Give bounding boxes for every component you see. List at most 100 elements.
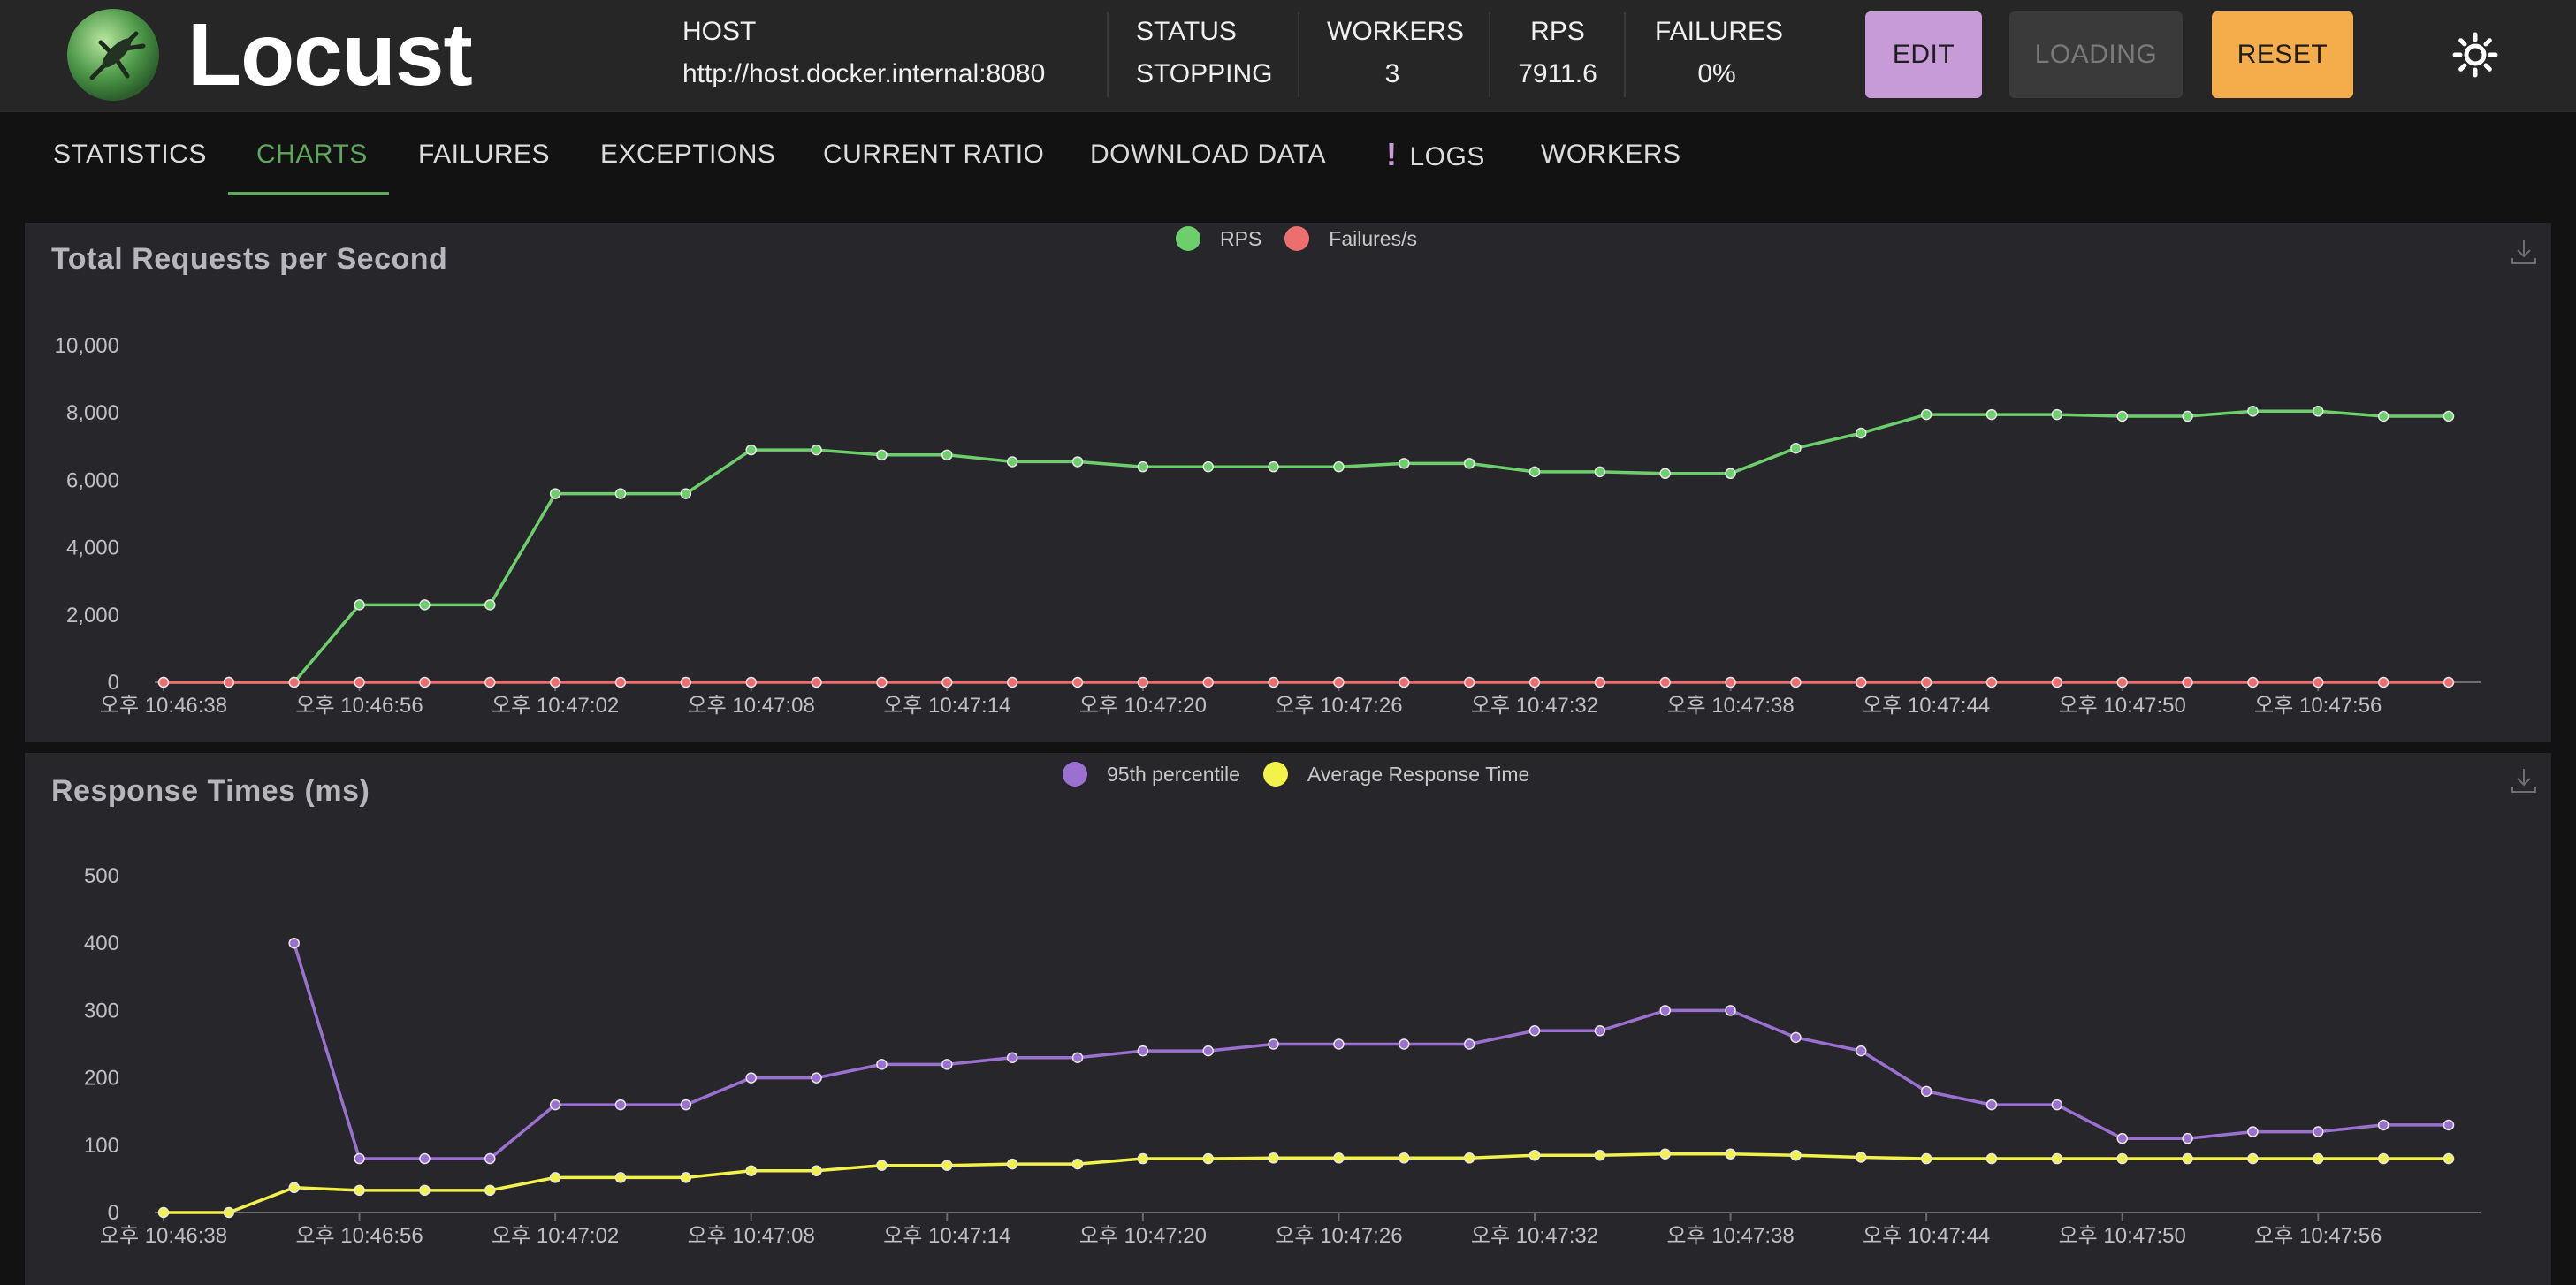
y-tick-label: 2,000	[66, 604, 119, 627]
legend-label: Average Response Time	[1307, 762, 1530, 786]
reset-button[interactable]: RESET	[2212, 11, 2353, 98]
data-point	[745, 676, 757, 688]
chart-title: Response Times (ms)	[51, 774, 370, 808]
data-point	[419, 599, 431, 611]
data-point	[1006, 456, 1018, 468]
x-tick-label: 오후 10:47:56	[2254, 694, 2382, 718]
data-point	[2247, 1126, 2259, 1137]
data-point	[1071, 1158, 1084, 1170]
failures-value: 0%	[1697, 59, 1736, 88]
data-point	[811, 1072, 822, 1084]
data-point	[1071, 456, 1084, 468]
y-tick-label: 300	[84, 999, 119, 1023]
data-point	[1920, 408, 1932, 421]
data-point	[1594, 676, 1606, 688]
y-tick-label: 4,000	[66, 536, 119, 560]
data-point	[1333, 1038, 1345, 1050]
data-point	[2313, 1126, 2324, 1137]
chart-legend: 95th percentile Average Response Time	[1063, 762, 1552, 787]
x-tick-label: 오후 10:47:38	[1666, 1224, 1794, 1248]
data-point	[876, 449, 888, 461]
data-point	[2313, 406, 2324, 417]
tab-exceptions[interactable]: EXCEPTIONS	[600, 140, 776, 169]
download-icon[interactable]	[2509, 237, 2539, 267]
data-point	[354, 676, 365, 688]
x-tick-label: 오후 10:47:02	[492, 694, 619, 718]
y-tick-label: 100	[84, 1134, 119, 1158]
legend-item-failures[interactable]: Failures/s	[1284, 226, 1417, 251]
x-tick-label: 오후 10:47:20	[1079, 1224, 1207, 1248]
data-point	[2377, 1152, 2389, 1165]
data-point	[2116, 1152, 2128, 1165]
data-point	[2443, 676, 2455, 688]
data-point	[811, 444, 822, 456]
y-tick-label: 6,000	[66, 468, 119, 492]
y-tick-label: 0	[108, 1201, 119, 1225]
data-point	[484, 599, 496, 611]
data-point	[941, 1160, 953, 1171]
sun-icon[interactable]	[2452, 32, 2498, 78]
data-point	[1463, 1038, 1475, 1050]
legend-item-avg[interactable]: Average Response Time	[1262, 762, 1530, 787]
rps-chart-plot: 0 2,000 4,000 6,000 8,000 10,000 오후 10:46:38 오후…	[55, 334, 2481, 718]
x-tick-label: 오후 10:47:50	[2059, 694, 2186, 718]
data-point	[2247, 406, 2259, 417]
tab-logs[interactable]: ! LOGS	[1386, 137, 1485, 175]
tab-workers[interactable]: WORKERS	[1541, 140, 1681, 169]
data-point	[1399, 1152, 1410, 1164]
y-tick-label: 0	[108, 671, 119, 695]
data-point	[288, 676, 300, 688]
download-icon[interactable]	[2509, 765, 2539, 795]
data-point	[157, 1206, 170, 1219]
data-point	[941, 676, 953, 688]
tab-charts[interactable]: CHARTS	[256, 140, 368, 169]
data-point	[2313, 1152, 2324, 1165]
x-tick-label: 오후 10:47:26	[1275, 694, 1402, 718]
data-point	[354, 1152, 365, 1165]
edit-button[interactable]: EDIT	[1865, 11, 1982, 98]
data-point	[1399, 458, 1410, 469]
data-point	[1659, 468, 1671, 480]
legend-item-p95[interactable]: 95th percentile	[1063, 762, 1240, 787]
data-point	[1594, 466, 1606, 478]
data-point	[1790, 1031, 1802, 1044]
data-point	[1268, 1152, 1279, 1164]
tab-failures[interactable]: FAILURES	[418, 140, 551, 169]
x-tick-label: 오후 10:47:32	[1471, 694, 1598, 718]
data-point	[1594, 1149, 1606, 1161]
data-point	[1594, 1025, 1606, 1037]
data-point	[2377, 410, 2389, 422]
x-tick-label: 오후 10:47:14	[883, 1224, 1010, 1248]
x-tick-label: 오후 10:47:38	[1666, 694, 1794, 718]
x-tick-label: 오후 10:47:08	[688, 1224, 815, 1248]
legend-dot	[1284, 226, 1310, 251]
tab-download-data[interactable]: DOWNLOAD DATA	[1090, 140, 1327, 169]
legend-dot	[1262, 762, 1288, 787]
rps-value: 7911.6	[1518, 59, 1597, 88]
data-point	[1202, 1152, 1214, 1165]
data-point	[549, 1172, 561, 1183]
tab-current-ratio[interactable]: CURRENT RATIO	[823, 140, 1045, 169]
data-point	[1071, 1052, 1084, 1063]
data-point	[484, 1184, 496, 1197]
data-point	[680, 1172, 692, 1183]
x-tick-label: 오후 10:47:50	[2059, 1224, 2186, 1248]
chart-legend: RPS Failures/s	[1176, 226, 1440, 251]
loading-button[interactable]: LOADING	[2009, 11, 2183, 98]
x-tick-label: 오후 10:46:38	[100, 1224, 227, 1248]
data-point	[1985, 676, 1998, 688]
status-value: STOPPING	[1136, 59, 1273, 88]
data-point	[1333, 676, 1345, 688]
rps-stat: RPS 7911.6	[1513, 16, 1602, 97]
x-tick-label: 오후 10:47:08	[688, 694, 815, 718]
divider	[1298, 12, 1299, 97]
data-point	[680, 488, 692, 499]
alert-icon: !	[1386, 136, 1398, 172]
tab-bar: STATISTICS CHARTS FAILURES EXCEPTIONS CU…	[0, 112, 2576, 201]
tab-statistics[interactable]: STATISTICS	[53, 140, 207, 169]
data-point	[1333, 1152, 1345, 1164]
legend-item-rps[interactable]: RPS	[1176, 226, 1261, 251]
x-tick-label: 오후 10:47:56	[2254, 1224, 2382, 1248]
data-point	[419, 1184, 431, 1197]
x-tick-label: 오후 10:47:44	[1863, 1224, 1990, 1248]
